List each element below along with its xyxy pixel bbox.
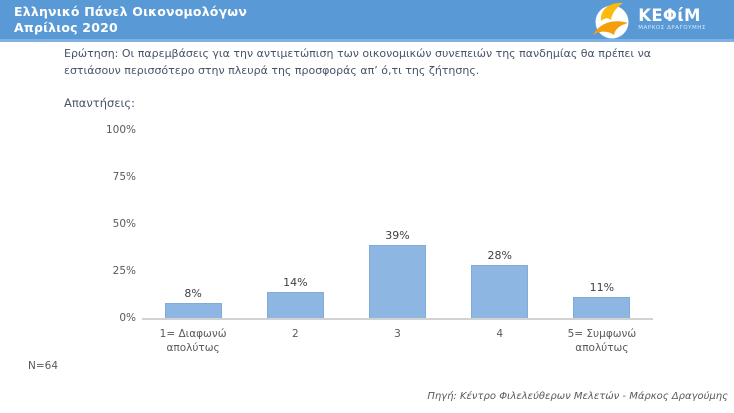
x-axis-label: 3 [346,327,448,355]
bar-value-label: 14% [283,276,308,289]
logo-name: ΚΕΦίΜ [638,6,701,25]
y-axis-tick-label: 75% [112,171,136,183]
logo-subtitle: ΜΑΡΚΟΣ ΔΡΑΓΟΥΜΗΣ [638,25,706,31]
x-axis-label-text: 4 [496,328,504,340]
y-axis-tick-label: 0% [119,312,136,324]
x-axis-label-text: 3 [394,328,401,340]
x-axis-label: 5= Συμφωνώ απολύτως [551,327,653,355]
x-axis-label-text: 1= Διαφωνώ απολύτως [159,328,227,354]
plot-area: 8% 14% 39% 28% 11% [142,130,653,318]
source-credit: Πηγή: Κέντρο Φιλελεύθερων Μελετών - Μάρκ… [427,391,728,402]
bar: 8% [164,287,222,318]
bar-value-label: 11% [589,281,615,294]
bar: 14% [266,276,324,318]
panel-title: Ελληνικό Πάνελ Οικονομολόγων Απρίλιος 20… [14,4,247,36]
bar-column: 8% [142,130,244,318]
bar-column: 28% [449,130,551,318]
x-axis-label-text: 2 [291,328,299,340]
bar-column: 11% [551,130,653,318]
kefim-logo: ΚΕΦίΜ ΜΑΡΚΟΣ ΔΡΑΓΟΥΜΗΣ [592,0,706,40]
logo-text: ΚΕΦίΜ ΜΑΡΚΟΣ ΔΡΑΓΟΥΜΗΣ [638,6,706,31]
bar: 28% [471,249,529,318]
answers-label: Απαντήσεις: [64,96,136,110]
x-axis: 1= Διαφωνώ απολύτως 2 3 4 5= Συμφωνώ απολύτω… [142,327,653,355]
bar-column: 14% [244,130,346,318]
panel-title-line2: Απρίλιος 2020 [14,19,118,35]
bar: 11% [573,281,631,318]
x-axis-line [142,318,653,320]
y-axis-tick-label: 100% [105,124,136,136]
bar-value-label: 8% [184,287,202,300]
x-axis-label: 1= Διαφωνώ απολύτως [142,327,244,355]
x-axis-label: 2 [244,327,346,355]
bar-value-label: 28% [487,249,512,262]
question-text: Ερώτηση: Οι παρεμβάσεις για την αντιμετώ… [64,47,651,77]
y-axis-tick-label: 50% [112,218,136,230]
panel-title-line1: Ελληνικό Πάνελ Οικονομολόγων [14,3,248,19]
x-axis-label-text: 5= Συμφωνώ απολύτως [567,328,637,354]
y-axis-tick-label: 25% [112,265,136,277]
y-axis: 0% 25% 50% 75% 100% [88,124,136,324]
bar: 39% [369,229,426,318]
x-axis-label: 4 [449,327,551,355]
sample-size-label: N=64 [28,360,59,372]
header-bar: Ελληνικό Πάνελ Οικονομολόγων Απρίλιος 20… [0,0,734,42]
dove-bird-icon [592,0,632,40]
bar-value-label: 39% [385,229,410,242]
bar-column: 39% [346,130,448,318]
